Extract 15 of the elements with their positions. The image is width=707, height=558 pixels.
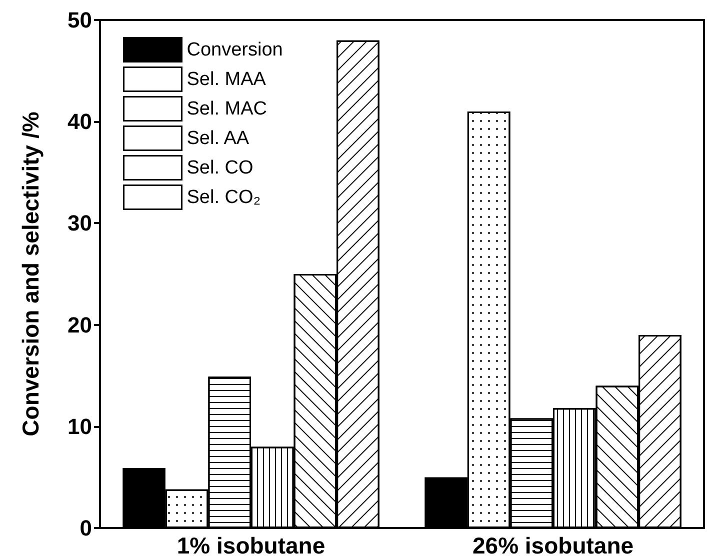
legend-label: Sel. CO₂	[186, 186, 261, 208]
y-tick-label: 50	[68, 8, 92, 32]
y-axis-title: Conversion and selectivity /%	[18, 112, 44, 436]
legend-label: Sel. MAC	[186, 98, 267, 120]
y-tick-label: 20	[68, 312, 92, 338]
y-tick-label: 40	[68, 109, 92, 134]
legend-label: Sel. CO	[186, 157, 254, 178]
y-tick-label: 30	[68, 210, 92, 236]
legend-label: Sel. MAA	[186, 68, 266, 90]
y-tick-label: 0	[80, 516, 92, 540]
legend-label: Conversion	[186, 39, 283, 60]
x-tick-label: 26% isobutane	[472, 532, 634, 558]
x-tick-label: 1% isobutane	[176, 532, 326, 558]
legend-label: Sel. AA	[186, 128, 250, 149]
y-tick-label: 10	[68, 414, 92, 439]
